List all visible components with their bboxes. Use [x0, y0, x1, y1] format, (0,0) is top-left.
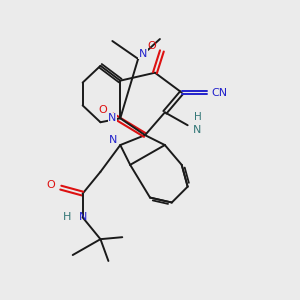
- Text: O: O: [98, 105, 107, 116]
- Text: N: N: [194, 125, 202, 135]
- Text: N: N: [108, 113, 116, 123]
- Text: N: N: [139, 49, 147, 59]
- Text: CN: CN: [211, 88, 227, 98]
- Text: N: N: [78, 212, 87, 222]
- Text: N: N: [139, 49, 147, 59]
- Text: H: H: [194, 112, 201, 122]
- Text: H: H: [63, 212, 71, 222]
- Text: N: N: [109, 135, 118, 145]
- Text: N: N: [109, 135, 118, 145]
- Text: O: O: [46, 180, 55, 190]
- Text: N: N: [108, 113, 116, 123]
- Text: O: O: [148, 41, 156, 51]
